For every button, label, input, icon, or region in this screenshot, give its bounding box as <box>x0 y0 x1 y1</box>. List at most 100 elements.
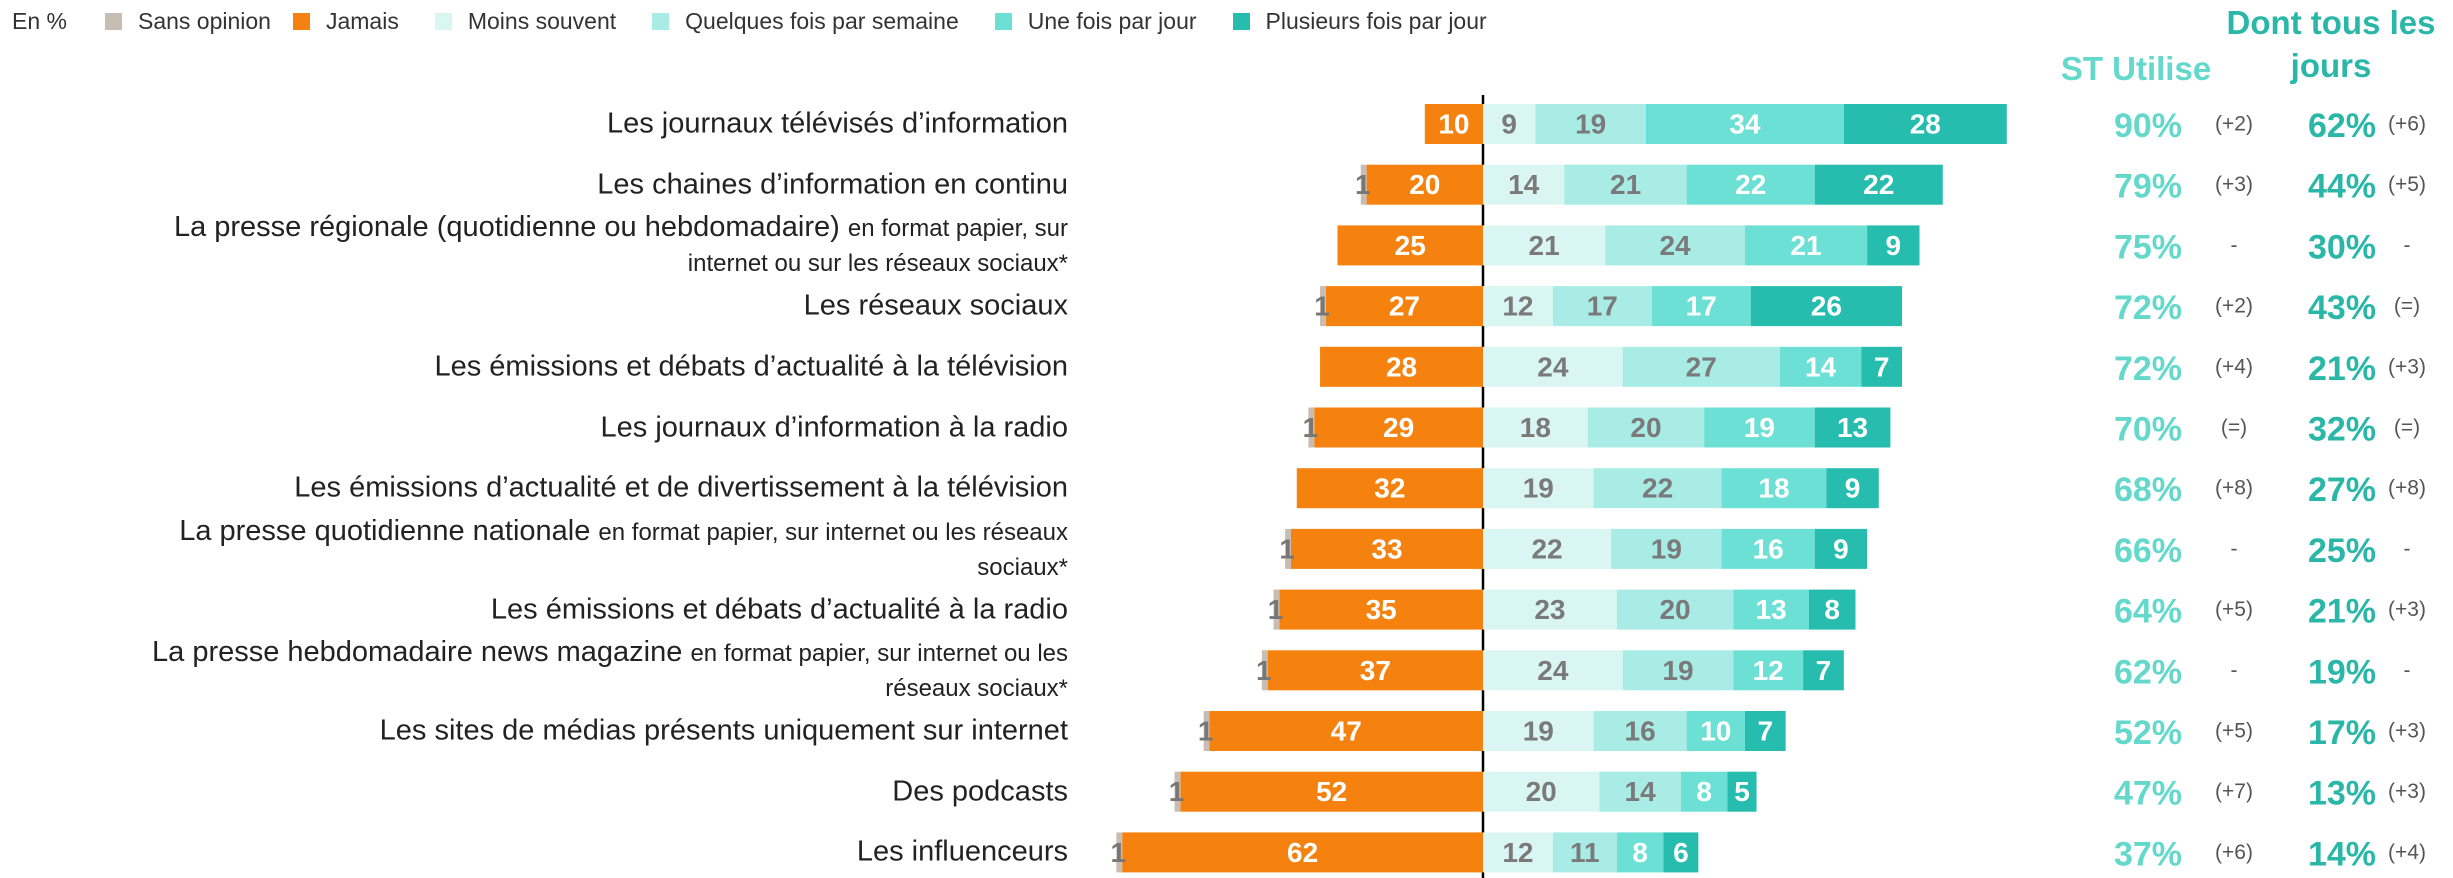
bar-segment <box>1483 286 1553 327</box>
bar-value-label: 1 <box>1268 594 1284 625</box>
bar-value-label: 14 <box>1625 776 1657 807</box>
bar-value-label: 32 <box>1374 473 1405 504</box>
bar-segment <box>1704 407 1815 448</box>
bar-value-label: 13 <box>1756 594 1787 625</box>
bar-segment <box>1180 771 1483 812</box>
column-value: 14% <box>2308 835 2376 873</box>
column-change: (+4) <box>2215 355 2253 378</box>
column-value: 90% <box>2114 107 2182 145</box>
bar-segment <box>1564 164 1687 205</box>
bar-value-label: 21 <box>1529 230 1560 261</box>
bar-segment <box>1826 468 1879 509</box>
bar-segment <box>1611 528 1722 569</box>
column-value: 72% <box>2114 289 2182 327</box>
category-detail: en format papier, sur internet ou les ré… <box>690 640 1068 703</box>
bar-segment <box>1645 104 1844 144</box>
bar-value-label: 27 <box>1389 291 1420 322</box>
column-value: 17% <box>2308 714 2376 752</box>
category-label: Les émissions et débats d’actualité à la… <box>148 592 1068 627</box>
legend-swatch <box>652 13 670 30</box>
bar-segment <box>1867 225 1920 266</box>
bar-segment <box>1861 346 1903 387</box>
bar-segment <box>1814 407 1891 448</box>
bar-segment <box>1290 528 1483 569</box>
bar-segment <box>1814 164 1943 205</box>
bar-value-label: 19 <box>1575 109 1606 140</box>
bar-segment <box>1483 346 1623 387</box>
bar-value-label: 1 <box>1169 776 1185 807</box>
column-value: 62% <box>2114 653 2182 691</box>
column-change: (=) <box>2394 295 2420 318</box>
column-change: - <box>2231 234 2238 257</box>
bar-value-label: 21 <box>1790 230 1821 261</box>
column-change: (+4) <box>2388 841 2426 864</box>
bar-value-label: 16 <box>1625 716 1656 747</box>
bar-segment <box>1587 407 1705 448</box>
column-change: (+3) <box>2388 598 2426 621</box>
bar-value-label: 52 <box>1316 776 1347 807</box>
column-value: 44% <box>2308 168 2376 206</box>
bar-segment <box>1203 711 1210 751</box>
bar-value-label: 10 <box>1700 716 1731 747</box>
bar-value-label: 19 <box>1651 533 1682 564</box>
bar-segment <box>1552 286 1652 327</box>
bar-segment <box>1366 164 1483 205</box>
column-value: 68% <box>2114 471 2182 509</box>
category-main: Les émissions et débats d’actualité à la… <box>434 350 1068 383</box>
bar-value-label: 34 <box>1729 109 1761 140</box>
category-label: Les journaux d’information à la radio <box>148 410 1069 445</box>
column-value: 21% <box>2308 593 2376 631</box>
bar-segment <box>1483 771 1600 812</box>
column-change: - <box>2231 659 2238 682</box>
bar-segment <box>1483 104 1536 144</box>
column-value: 19% <box>2308 653 2376 691</box>
bar-segment <box>1483 225 1606 266</box>
bar-value-label: 14 <box>1805 351 1837 382</box>
category-label: Les chaines d’information en continu <box>148 167 1068 202</box>
bar-value-label: 1 <box>1111 837 1127 868</box>
bar-segment <box>1622 650 1734 691</box>
column-value: 13% <box>2308 775 2376 813</box>
category-main: Les chaines d’information en continu <box>597 168 1068 201</box>
bar-value-label: 9 <box>1833 533 1849 564</box>
bar-segment <box>1116 832 1123 873</box>
column-value: 47% <box>2114 775 2182 813</box>
bar-value-label: 20 <box>1659 594 1690 625</box>
category-main: La presse quotidienne nationale <box>179 515 591 548</box>
bar-value-label: 5 <box>1734 776 1750 807</box>
bar-segment <box>1552 832 1617 873</box>
column-change: (+8) <box>2215 477 2253 500</box>
category-detail: en format papier, sur internet ou sur le… <box>687 215 1068 278</box>
column-value: 72% <box>2114 350 2182 388</box>
bar-value-label: 18 <box>1520 412 1551 443</box>
column-change: (+3) <box>2388 780 2426 803</box>
bar-value-label: 33 <box>1371 533 1402 564</box>
bar-value-label: 9 <box>1886 230 1902 261</box>
legend-item: Quelques fois par semaine <box>652 8 959 35</box>
bar-segment <box>1279 589 1483 630</box>
bar-segment <box>1267 650 1483 691</box>
legend-swatch <box>292 13 310 30</box>
legend-label: Une fois par jour <box>1027 8 1197 34</box>
column-change: - <box>2404 659 2411 682</box>
bar-value-label: 11 <box>1570 837 1600 868</box>
bar-value-label: 12 <box>1502 291 1533 322</box>
bar-segment <box>1320 286 1326 327</box>
legend-swatch <box>994 13 1012 30</box>
column-change: (+2) <box>2215 295 2253 318</box>
bar-value-label: 19 <box>1523 473 1554 504</box>
bar-segment <box>1616 832 1664 873</box>
bar-value-label: 1 <box>1314 291 1330 322</box>
bar-segment <box>1483 832 1553 873</box>
column-value: 43% <box>2308 289 2376 327</box>
category-label: Les émissions d’actualité et de divertis… <box>148 471 1068 506</box>
category-label: La presse quotidienne nationale en forma… <box>148 514 1068 584</box>
category-label: Les émissions et débats d’actualité à la… <box>148 349 1068 384</box>
legend-item: Jamais <box>292 8 399 35</box>
bar-segment <box>1483 711 1594 751</box>
bar-segment <box>1535 104 1646 144</box>
bar-segment <box>1814 528 1868 569</box>
column-change: - <box>2404 234 2411 257</box>
category-label: Les réseaux sociaux <box>148 289 1068 324</box>
bar-segment <box>1622 346 1780 387</box>
